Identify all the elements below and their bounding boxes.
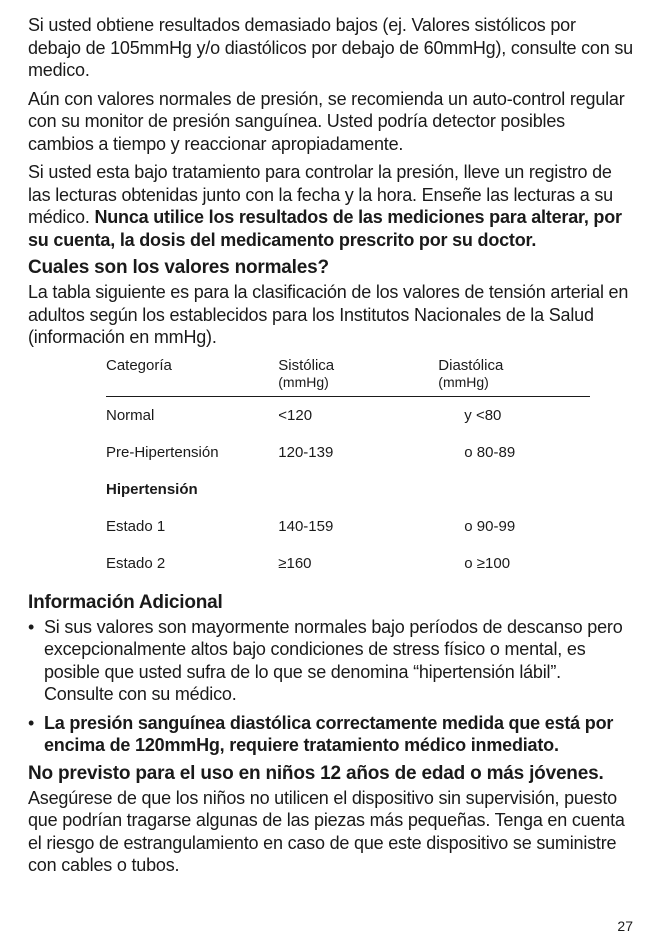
header-diastolic-text: Diastólica	[438, 357, 503, 374]
cell-diastolic: y <80	[438, 396, 590, 434]
cell-systolic: 120-139	[278, 434, 438, 471]
additional-info-list: • Si sus valores son mayormente normales…	[28, 616, 633, 757]
bullet-icon: •	[28, 712, 34, 735]
cell-category: Estado 1	[106, 508, 278, 545]
cell-systolic: 140-159	[278, 508, 438, 545]
paragraph-table-intro: La tabla siguiente es para la clasificac…	[28, 281, 633, 349]
table-row: Normal<120y <80	[106, 396, 590, 434]
page-number: 27	[617, 918, 633, 934]
cell-diastolic	[438, 471, 590, 508]
cell-category: Estado 2	[106, 545, 278, 582]
cell-diastolic: o 80-89	[438, 434, 590, 471]
page-container: Si usted obtiene resultados demasiado ba…	[0, 0, 661, 942]
cell-diastolic: o ≥100	[438, 545, 590, 582]
table-header-category: Categoría	[106, 355, 278, 397]
cell-category: Pre-Hipertensión	[106, 434, 278, 471]
list-item-diastolic-warning: La presión sanguínea diastólica correcta…	[44, 713, 613, 756]
header-systolic-unit: (mmHg)	[278, 374, 438, 390]
table-header-row: Categoría Sistólica (mmHg) Diastólica (m…	[106, 355, 590, 397]
paragraph-treatment-warning: Nunca utilice los resultados de las medi…	[28, 207, 622, 250]
list-item: • La presión sanguínea diastólica correc…	[44, 712, 633, 757]
table-row: Estado 1140-159o 90-99	[106, 508, 590, 545]
cell-category: Normal	[106, 396, 278, 434]
paragraph-low-results: Si usted obtiene resultados demasiado ba…	[28, 14, 633, 82]
list-item-labile: Si sus valores son mayormente normales b…	[44, 617, 623, 705]
table-body: Normal<120y <80Pre-Hipertensión120-139o …	[106, 396, 590, 582]
paragraph-treatment: Si usted esta bajo tratamiento para cont…	[28, 161, 633, 251]
list-item: • Si sus valores son mayormente normales…	[44, 616, 633, 706]
cell-diastolic: o 90-99	[438, 508, 590, 545]
bp-classification-table-wrap: Categoría Sistólica (mmHg) Diastólica (m…	[106, 355, 590, 582]
paragraph-normal-values: Aún con valores normales de presión, se …	[28, 88, 633, 156]
cell-systolic: <120	[278, 396, 438, 434]
table-header-diastolic: Diastólica (mmHg)	[438, 355, 590, 397]
bp-classification-table: Categoría Sistólica (mmHg) Diastólica (m…	[106, 355, 590, 582]
table-row: Estado 2≥160o ≥100	[106, 545, 590, 582]
heading-normal-values: Cuales son los valores normales?	[28, 257, 633, 279]
header-systolic-text: Sistólica	[278, 357, 334, 374]
header-diastolic-unit: (mmHg)	[438, 374, 590, 390]
table-row: Pre-Hipertensión120-139o 80-89	[106, 434, 590, 471]
table-row: Hipertensión	[106, 471, 590, 508]
table-header-systolic: Sistólica (mmHg)	[278, 355, 438, 397]
heading-additional-info: Información Adicional	[28, 592, 633, 614]
cell-category: Hipertensión	[106, 471, 278, 508]
paragraph-children-warning: Asegúrese de que los niños no utilicen e…	[28, 787, 633, 877]
header-category-text: Categoría	[106, 357, 172, 374]
cell-systolic	[278, 471, 438, 508]
heading-children-warning: No previsto para el uso en niños 12 años…	[28, 763, 633, 785]
bullet-icon: •	[28, 616, 34, 639]
cell-systolic: ≥160	[278, 545, 438, 582]
